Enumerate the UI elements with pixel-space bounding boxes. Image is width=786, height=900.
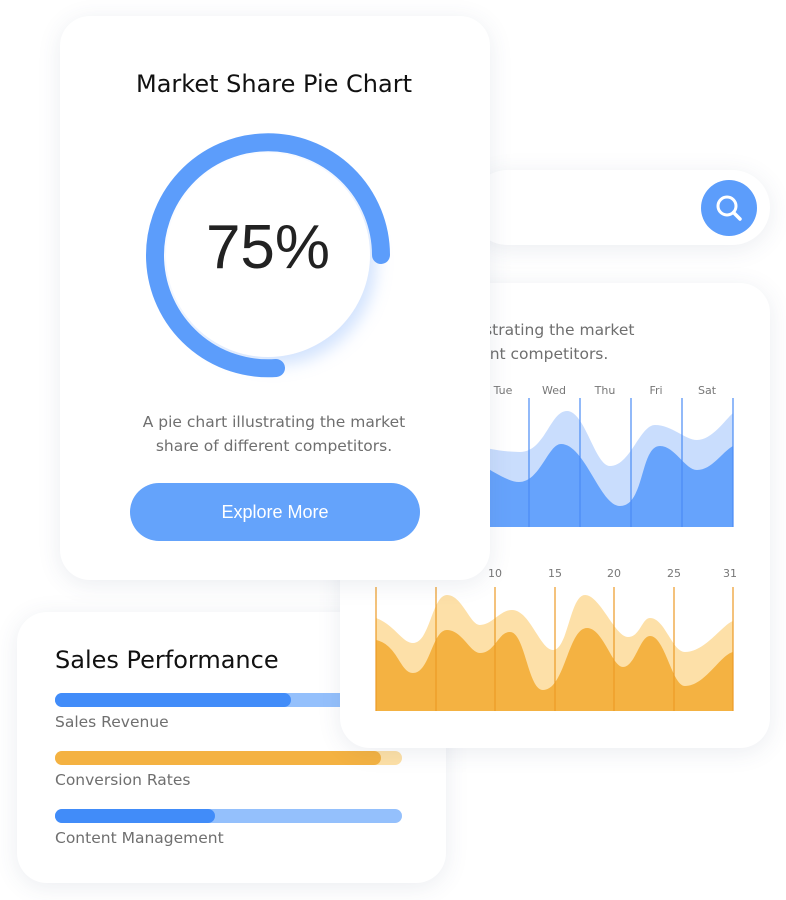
monthly-label: 10 bbox=[488, 567, 502, 580]
monthly-label: 15 bbox=[548, 567, 562, 580]
charts-card: A pie chart illustrating the market share… bbox=[340, 283, 770, 748]
weekly-label: Sat bbox=[697, 384, 717, 397]
pie-card-title: Market Share Pie Chart bbox=[136, 70, 412, 98]
weekly-label: Fri bbox=[649, 384, 663, 397]
explore-more-button[interactable]: Explore More bbox=[130, 483, 420, 541]
monthly-label: 25 bbox=[667, 567, 681, 580]
search-icon bbox=[716, 195, 742, 221]
content-management-label: Content Management bbox=[55, 829, 224, 847]
content-management-bar bbox=[55, 809, 402, 823]
weekly-area-dark bbox=[420, 440, 733, 527]
market-share-card: Market Share Pie Chart 75% A pie chart i… bbox=[60, 16, 490, 580]
monthly-label: 31 bbox=[723, 567, 737, 580]
wave-charts bbox=[375, 398, 734, 711]
search-button[interactable] bbox=[701, 180, 757, 236]
monthly-label: 20 bbox=[607, 567, 621, 580]
conversion-rates-bar bbox=[55, 751, 402, 765]
pie-card-description: A pie chart illustrating the market shar… bbox=[142, 413, 406, 455]
donut-center bbox=[166, 153, 370, 357]
donut-chart bbox=[146, 133, 390, 378]
donut-progress-arc bbox=[146, 133, 390, 378]
percent-label: 75% bbox=[205, 213, 331, 282]
weekly-label: Tue bbox=[493, 384, 513, 397]
monthly-area-dark bbox=[376, 628, 733, 711]
sales-title: Sales Performance bbox=[55, 646, 279, 674]
conversion-rates-label: Conversion Rates bbox=[55, 771, 191, 789]
weekly-label: Wed bbox=[542, 384, 566, 397]
weekly-label: Thu bbox=[594, 384, 616, 397]
sales-revenue-label: Sales Revenue bbox=[55, 713, 169, 731]
sales-revenue-bar bbox=[55, 693, 402, 707]
